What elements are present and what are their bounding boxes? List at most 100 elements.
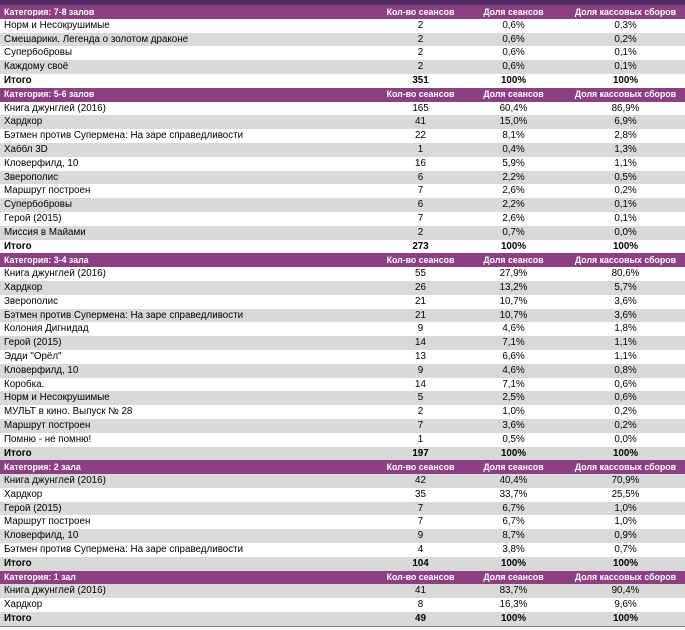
boxoffice-share: 0,2%	[614, 406, 637, 418]
sessions-count: 14	[415, 337, 426, 349]
movie-title: Смешарики. Легенда о золотом драконе	[4, 34, 189, 45]
column-header-sessions: Кол-во сеансов	[386, 89, 455, 100]
movie-title: Маршрут построен	[4, 186, 91, 197]
boxoffice-share: 0,3%	[614, 19, 637, 31]
movie-title: Кловерфилд, 10	[4, 365, 79, 376]
column-header-sessions: Кол-во сеансов	[386, 254, 455, 265]
sessions-count: 2	[417, 226, 424, 238]
boxoffice-share: 1,0%	[614, 502, 637, 514]
sessions-count: 165	[412, 102, 429, 114]
sessions-share: 0,6%	[502, 33, 525, 45]
sessions-count: 13	[415, 350, 426, 362]
sessions-count: 5	[417, 392, 424, 404]
movie-row: Герой (2015) 7 6,7% 1,0%	[0, 501, 685, 516]
column-header-sessions-share: Доля сеансов	[483, 6, 544, 17]
boxoffice-share: 0,1%	[614, 212, 637, 224]
total-row: Итого 104 100% 100%	[0, 556, 685, 571]
movie-row: Миссия в Майами 2 0,7% 0,0%	[0, 225, 685, 240]
boxoffice-share: 1,3%	[614, 143, 637, 155]
sessions-share: 6,7%	[502, 516, 525, 528]
sessions-share: 8,7%	[502, 530, 525, 542]
total-label: Итого	[4, 614, 32, 624]
sessions-count: 2	[417, 47, 424, 59]
total-boxoffice-share: 100%	[612, 74, 639, 86]
sessions-count: 7	[417, 419, 424, 431]
sessions-count: 55	[415, 268, 426, 280]
column-header-sessions: Кол-во сеансов	[386, 572, 455, 583]
movie-title: Хардкор	[4, 489, 43, 500]
movie-title: Зверополис	[4, 172, 58, 183]
boxoffice-share: 0,2%	[614, 185, 637, 197]
boxoffice-share: 1,1%	[614, 350, 637, 362]
sessions-count: 41	[415, 116, 426, 128]
sessions-share: 0,6%	[502, 19, 525, 31]
boxoffice-share: 0,5%	[614, 171, 637, 183]
column-header-sessions-share: Доля сеансов	[483, 461, 544, 472]
sessions-count: 14	[415, 378, 426, 390]
boxoffice-share: 0,9%	[614, 530, 637, 542]
sessions-share: 2,2%	[502, 199, 525, 211]
sessions-count: 6	[417, 171, 424, 183]
movie-row: Кловерфилд, 10 16 5,9% 1,1%	[0, 156, 685, 171]
boxoffice-share: 1,8%	[614, 323, 637, 335]
movie-title: МУЛЬТ в кино. Выпуск № 28	[4, 407, 133, 417]
sessions-count: 7	[417, 502, 424, 514]
sessions-share: 10,7%	[499, 309, 528, 321]
sessions-share: 3,8%	[502, 544, 525, 556]
movie-row: Маршрут построен 7 6,7% 1,0%	[0, 515, 685, 530]
movie-row: Норм и Несокрушимые 5 2,5% 0,6%	[0, 391, 685, 406]
total-sessions-share: 100%	[500, 74, 527, 86]
boxoffice-share: 90,4%	[611, 585, 640, 597]
total-boxoffice-share: 100%	[612, 240, 639, 252]
sessions-count: 6	[417, 199, 424, 211]
boxoffice-share: 6,9%	[614, 116, 637, 128]
movie-title: Книга джунглей (2016)	[4, 476, 106, 486]
boxoffice-share: 0,8%	[614, 364, 637, 376]
sessions-count: 7	[417, 516, 424, 528]
sessions-count: 4	[417, 544, 424, 556]
sessions-share: 4,6%	[502, 364, 525, 376]
column-header-boxoffice-share: Доля кассовых сборов	[574, 572, 677, 583]
sessions-share: 1,0%	[502, 406, 525, 418]
boxoffice-share: 0,6%	[614, 392, 637, 404]
sessions-count: 22	[415, 130, 426, 142]
sessions-share: 10,7%	[499, 295, 528, 307]
sessions-share: 83,7%	[499, 585, 528, 597]
movie-row: Книга джунглей (2016) 41 83,7% 90,4%	[0, 584, 685, 599]
sessions-share: 3,6%	[502, 419, 525, 431]
total-sessions-count: 104	[412, 557, 429, 569]
sessions-share: 2,2%	[502, 171, 525, 183]
sessions-share: 5,9%	[502, 157, 525, 169]
column-header-boxoffice-share: Доля кассовых сборов	[574, 6, 677, 17]
movie-row: Хаббл 3D 1 0,4% 1,3%	[0, 142, 685, 157]
movie-title: Хардкор	[4, 600, 43, 611]
sessions-share: 0,6%	[502, 47, 525, 59]
sessions-share: 6,6%	[502, 350, 525, 362]
sessions-count: 42	[415, 475, 426, 487]
movie-title: Супербобровы	[4, 48, 72, 59]
movie-row: Зверополис 6 2,2% 0,5%	[0, 170, 685, 185]
movie-title: Эдди "Орёл"	[4, 351, 62, 362]
movie-title: Бэтмен против Супермена: На заре справед…	[4, 131, 244, 141]
sessions-share: 0,7%	[502, 226, 525, 238]
movie-row: Бэтмен против Супермена: На заре справед…	[0, 308, 685, 323]
movie-row: Бэтмен против Супермена: На заре справед…	[0, 129, 685, 143]
movie-title: Миссия в Майами	[4, 227, 86, 238]
total-sessions-share: 100%	[500, 240, 527, 252]
category-header-row: Категория: 3-4 зала Кол-во сеансов Доля се…	[0, 253, 685, 268]
movie-row: Герой (2015) 14 7,1% 1,1%	[0, 336, 685, 350]
boxoffice-share: 5,7%	[614, 281, 637, 293]
movie-title: Зверополис	[4, 296, 58, 307]
boxoffice-share: 0,6%	[614, 378, 637, 390]
sessions-count: 9	[417, 530, 424, 542]
sessions-count: 41	[415, 585, 426, 597]
movie-row: Кловерфилд, 10 9 4,6% 0,8%	[0, 363, 685, 378]
total-boxoffice-share: 100%	[612, 447, 639, 459]
boxoffice-share: 0,7%	[614, 544, 637, 556]
total-label: Итого	[4, 448, 32, 459]
category-label: Категория: 1 зал	[4, 573, 76, 582]
sessions-count: 35	[415, 488, 426, 500]
sessions-share: 15,0%	[499, 116, 528, 128]
movie-title: Кловерфилд, 10	[4, 531, 79, 542]
